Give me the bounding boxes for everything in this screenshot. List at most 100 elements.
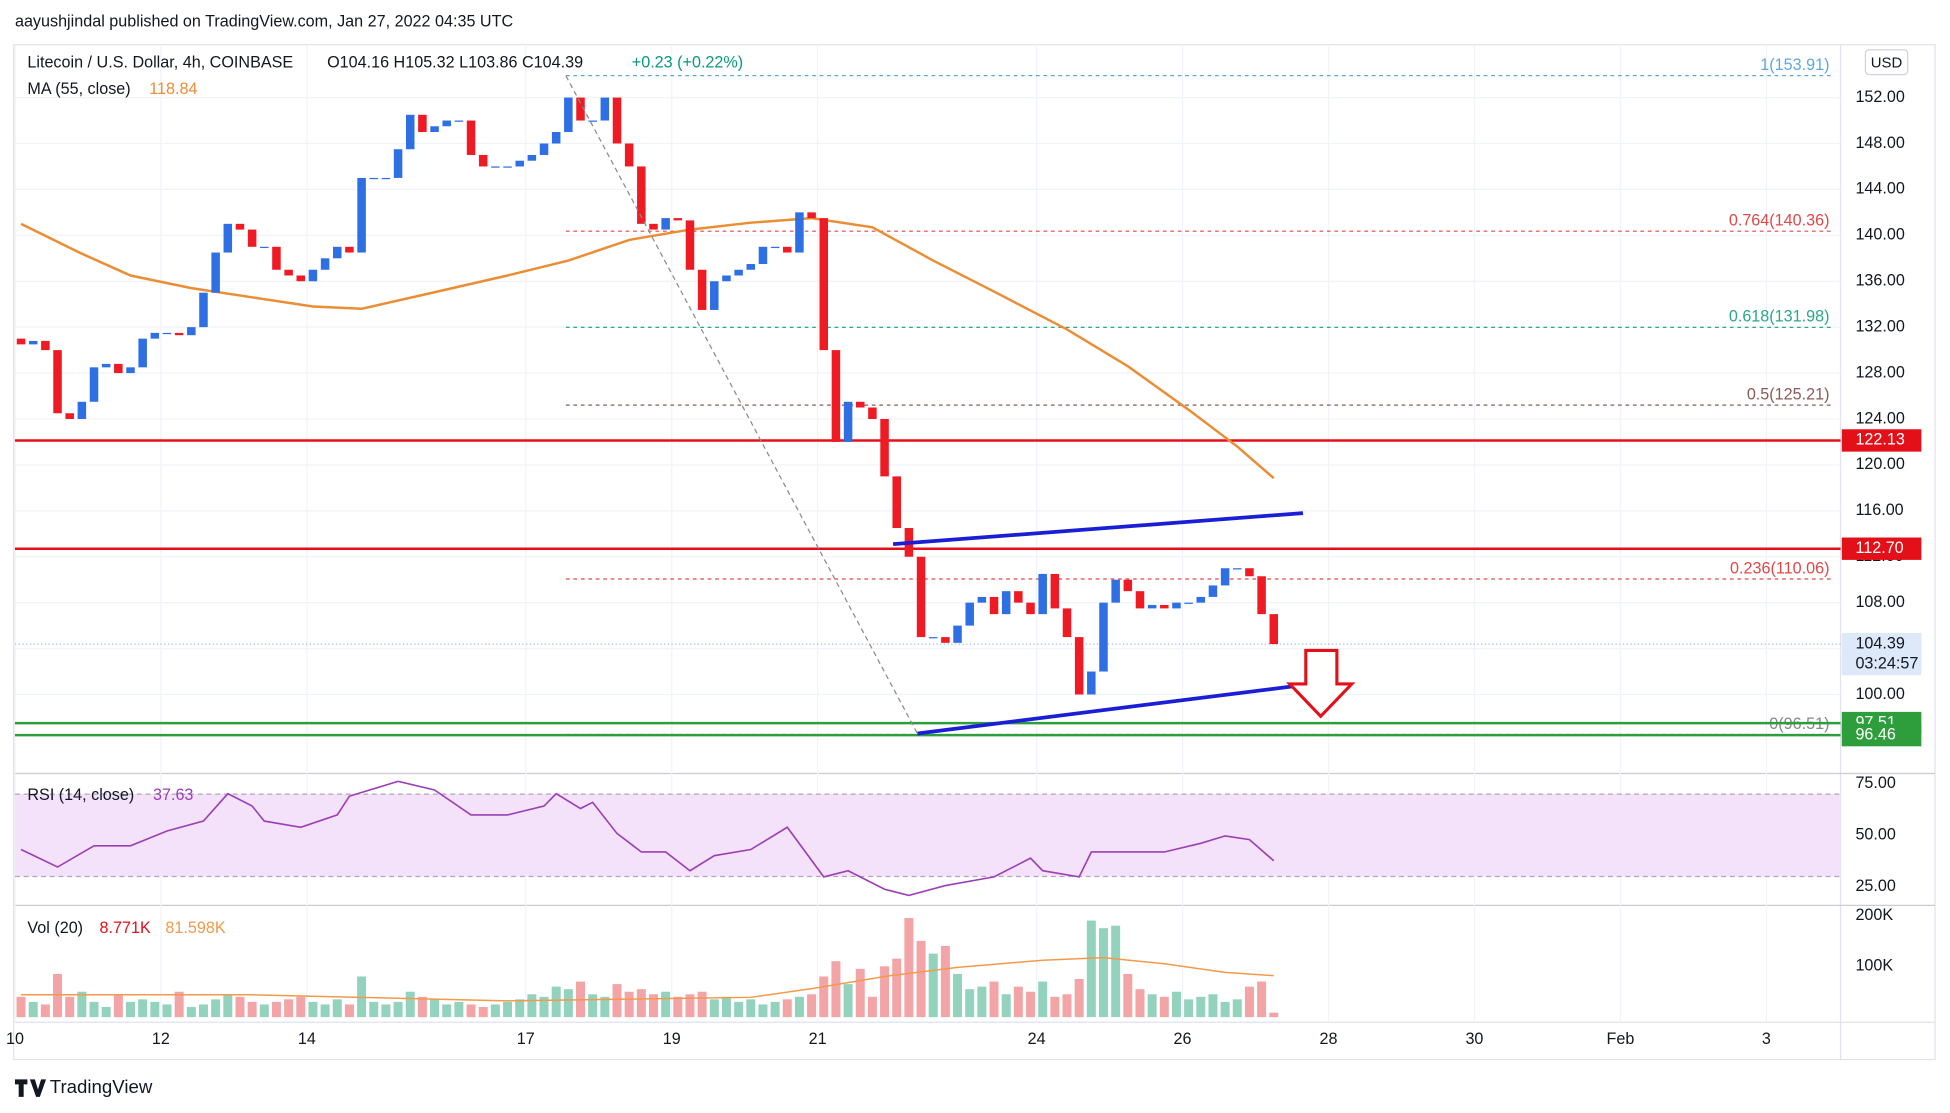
candle-body [795,212,804,253]
volume-bar [89,1001,99,1018]
price-tag-text: 96.46 [1855,725,1895,743]
volume-bar [685,994,695,1018]
candle-body [661,218,670,230]
volume-bar [1013,986,1023,1018]
candle-body [1087,671,1096,695]
candle-body [308,269,318,282]
candle-body [746,264,756,270]
price-tag [1841,537,1922,560]
candle-body [722,275,731,282]
volume-bar [40,1004,50,1018]
candle-body [1099,602,1108,672]
volume-bar [113,994,123,1018]
candle-body [953,625,962,643]
x-tick-label: 14 [298,1030,316,1048]
candle-body [831,350,841,442]
volume-bar [454,1001,464,1018]
volume-bar [1050,996,1060,1018]
volume-bar [223,994,233,1018]
volume-bar [636,989,646,1018]
volume-bar [16,996,26,1018]
candle-body [466,120,476,155]
rsi-line [20,780,1275,897]
volume-ma-legend-value: 81.598K [165,919,225,937]
candle-body [941,637,950,643]
candle-body [260,246,269,249]
volume-legend: Vol (20) [27,919,83,937]
candle-body [1160,604,1169,609]
candle-body [1135,591,1145,609]
candle-body [235,223,245,230]
volume-bar [162,1004,172,1018]
candle-body [843,401,853,442]
volume-bar [673,996,683,1018]
rsi-band [14,794,1841,877]
volume-bar [588,994,598,1018]
volume-bar [734,1001,744,1018]
candle-body [539,143,549,155]
candle-body [1196,596,1206,603]
candle-body [345,246,354,253]
volume-bar [612,984,622,1018]
volume-bar [490,1004,500,1018]
candle-body [1172,602,1181,609]
candle-body [418,114,427,133]
last-price-tag-text: 03:24:57 [1855,654,1918,672]
volume-bar [1220,1001,1230,1018]
candle-body [65,413,74,419]
x-tick-label: 12 [152,1030,170,1048]
candle-body [770,246,780,249]
rsi-legend: RSI (14, close) [27,786,134,804]
candle-body [685,220,695,270]
volume-bar [1208,994,1218,1018]
volume-bar [880,966,890,1018]
candle-body [1001,591,1011,615]
currency-badge[interactable] [1864,49,1909,76]
candle-body [28,340,38,345]
volume-bar [65,996,75,1018]
y-tick-label: 120.00 [1855,455,1904,473]
x-tick-label: 28 [1320,1030,1338,1048]
candle-body [783,246,792,253]
candle-body [211,252,220,293]
candle-body [965,602,974,626]
candle-body [734,269,743,276]
chart-frame [13,44,1936,1061]
rsi-legend-value: 37.63 [153,786,193,804]
volume-bar [466,1004,476,1018]
volume-bar [186,1006,196,1018]
candle-body [393,149,403,178]
volume-bar [1123,973,1133,1018]
fib-label: 0.236(110.06) [1730,559,1829,577]
volume-bar [1147,994,1157,1018]
volume-bar [770,1001,780,1018]
last-price-tag [1841,632,1922,676]
volume-bar [600,996,610,1018]
candle-body [892,476,901,529]
volume-bar [1135,989,1145,1018]
fib-trend-line [565,75,918,734]
candle-body [1233,568,1242,570]
volume-bar [1062,994,1072,1018]
candle-body [41,340,50,351]
ma-line [20,216,1275,480]
volume-tick-label: 200K [1855,906,1893,924]
candle-body [150,332,160,339]
x-tick-label: 17 [517,1030,535,1048]
candle-body [296,275,306,282]
volume-bar [624,991,634,1018]
volume-bar [53,973,63,1018]
volume-bar [563,989,573,1018]
candle-body [819,218,829,351]
volume-bar [1001,994,1011,1018]
volume-bar [211,999,221,1018]
volume-bar [1232,999,1242,1018]
x-tick-label: 3 [1762,1030,1771,1048]
volume-bar [807,994,817,1018]
volume-bar [721,996,731,1018]
candle-body [710,281,719,310]
volume-bar [904,918,914,1018]
volume-bar [101,1006,111,1018]
y-tick-label: 116.00 [1855,501,1903,519]
volume-bar [928,953,938,1018]
